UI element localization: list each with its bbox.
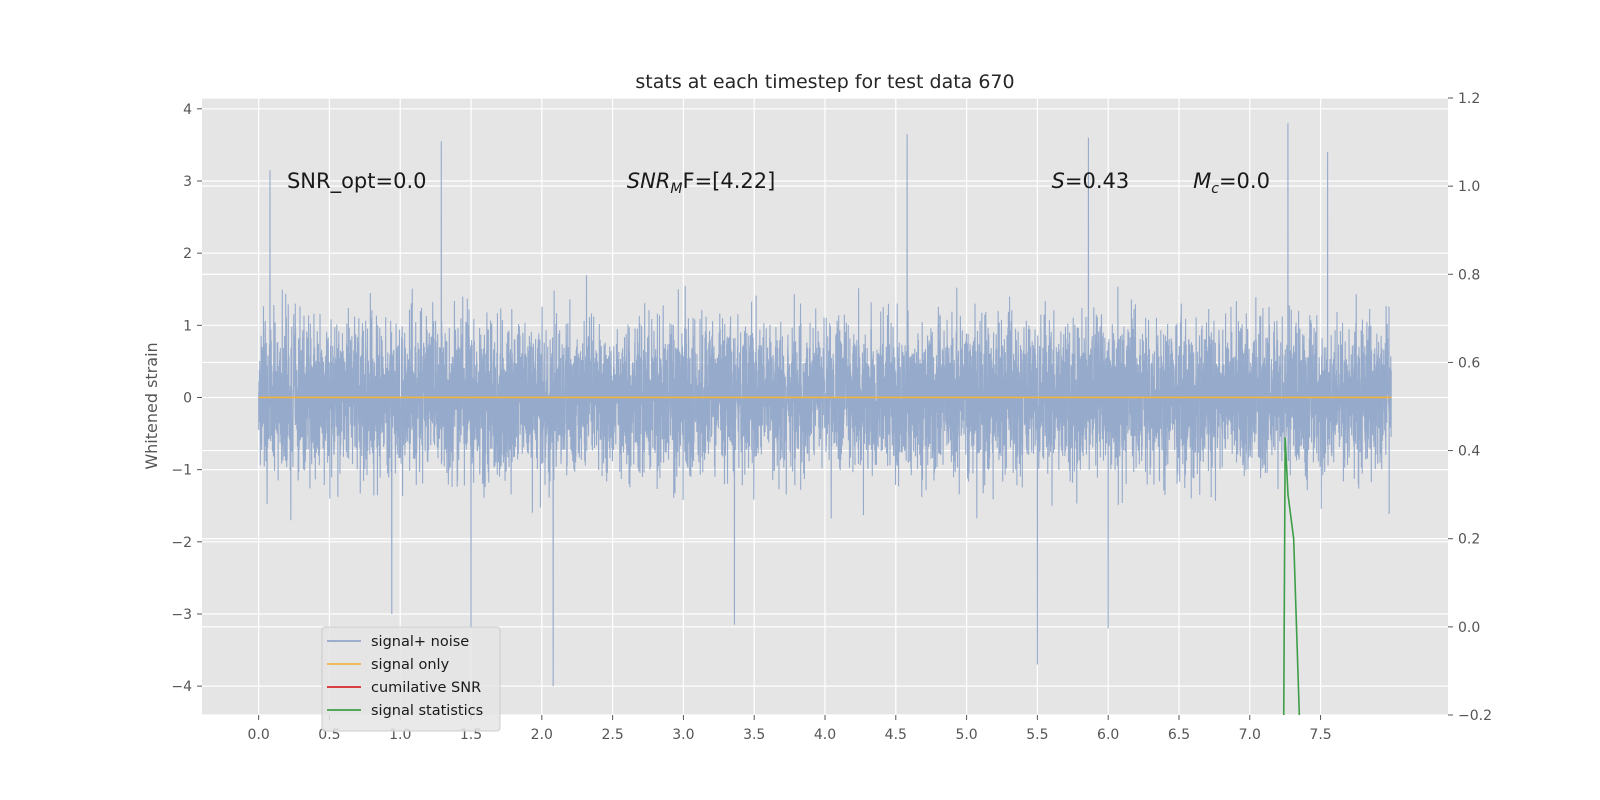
annotations: SNR_opt=0.0 SNRMF=[4.22] S=0.43 Mc=0.0 <box>287 169 1270 197</box>
series-line-signal-noise <box>258 123 1392 687</box>
annotation-3: Mc=0.0 <box>1193 169 1270 197</box>
x-tick-label: 3.5 <box>743 727 765 743</box>
y2-tick-label: 1.2 <box>1458 91 1480 107</box>
x-tick-label: 7.0 <box>1239 727 1261 743</box>
series-layer <box>258 123 1392 716</box>
legend-label: signal statistics <box>371 703 483 719</box>
x-tick-label: 5.5 <box>1026 727 1048 743</box>
chart-title: stats at each timestep for test data 670 <box>635 71 1014 93</box>
y-tick-label: 0 <box>183 390 192 406</box>
x-tick-label: 3.0 <box>672 727 694 743</box>
x-tick-label: 6.5 <box>1168 727 1190 743</box>
y2-tick-label: 0.2 <box>1458 532 1480 548</box>
y-tick-label: −4 <box>171 679 192 695</box>
y-axis-label: Whitened strain <box>142 342 161 469</box>
y-tick-label: 4 <box>183 102 192 118</box>
annotation-1: SNRMF=[4.22] <box>627 169 776 197</box>
y2-tick-label: 0.0 <box>1458 620 1480 636</box>
legend-label: cumilative SNR <box>371 680 481 696</box>
y-tick-label: 1 <box>183 318 192 334</box>
y-tick-label: −2 <box>171 535 192 551</box>
x-tick-label: 2.0 <box>531 727 553 743</box>
series-line-3 <box>1282 437 1301 716</box>
y2-tick-label: −0.2 <box>1458 708 1492 724</box>
x-tick-label: 2.5 <box>601 727 623 743</box>
y-tick-label: −1 <box>171 463 192 479</box>
x-tick-label: 7.5 <box>1309 727 1331 743</box>
y2-tick-label: 0.6 <box>1458 355 1480 371</box>
legend-label: signal+ noise <box>371 634 469 650</box>
axes: 0.0 0.5 1.0 1.5 2.0 2.5 3.0 3.5 4.0 4.5 5.0 5.5 6.0 6… <box>171 91 1492 743</box>
x-tick-label: 5.0 <box>955 727 977 743</box>
x-tick-label: 4.0 <box>814 727 836 743</box>
x-tick-label: 4.5 <box>885 727 907 743</box>
x-tick-label: 6.0 <box>1097 727 1119 743</box>
legend-label: signal only <box>371 657 450 673</box>
y-tick-label: 3 <box>183 174 192 190</box>
y-tick-label: −3 <box>171 607 192 623</box>
x-tick-label: 0.0 <box>248 727 270 743</box>
annotation-2: S=0.43 <box>1052 169 1130 193</box>
legend: signal+ noise signal only cumilative SNR si… <box>321 626 501 732</box>
y2-tick-label: 0.8 <box>1458 267 1480 283</box>
legend-box <box>321 626 501 732</box>
y2-tick-label: 1.0 <box>1458 179 1480 195</box>
y2-tick-label: 0.4 <box>1458 444 1480 460</box>
annotation-0: SNR_opt=0.0 <box>287 169 427 194</box>
y-tick-label: 2 <box>183 246 192 262</box>
